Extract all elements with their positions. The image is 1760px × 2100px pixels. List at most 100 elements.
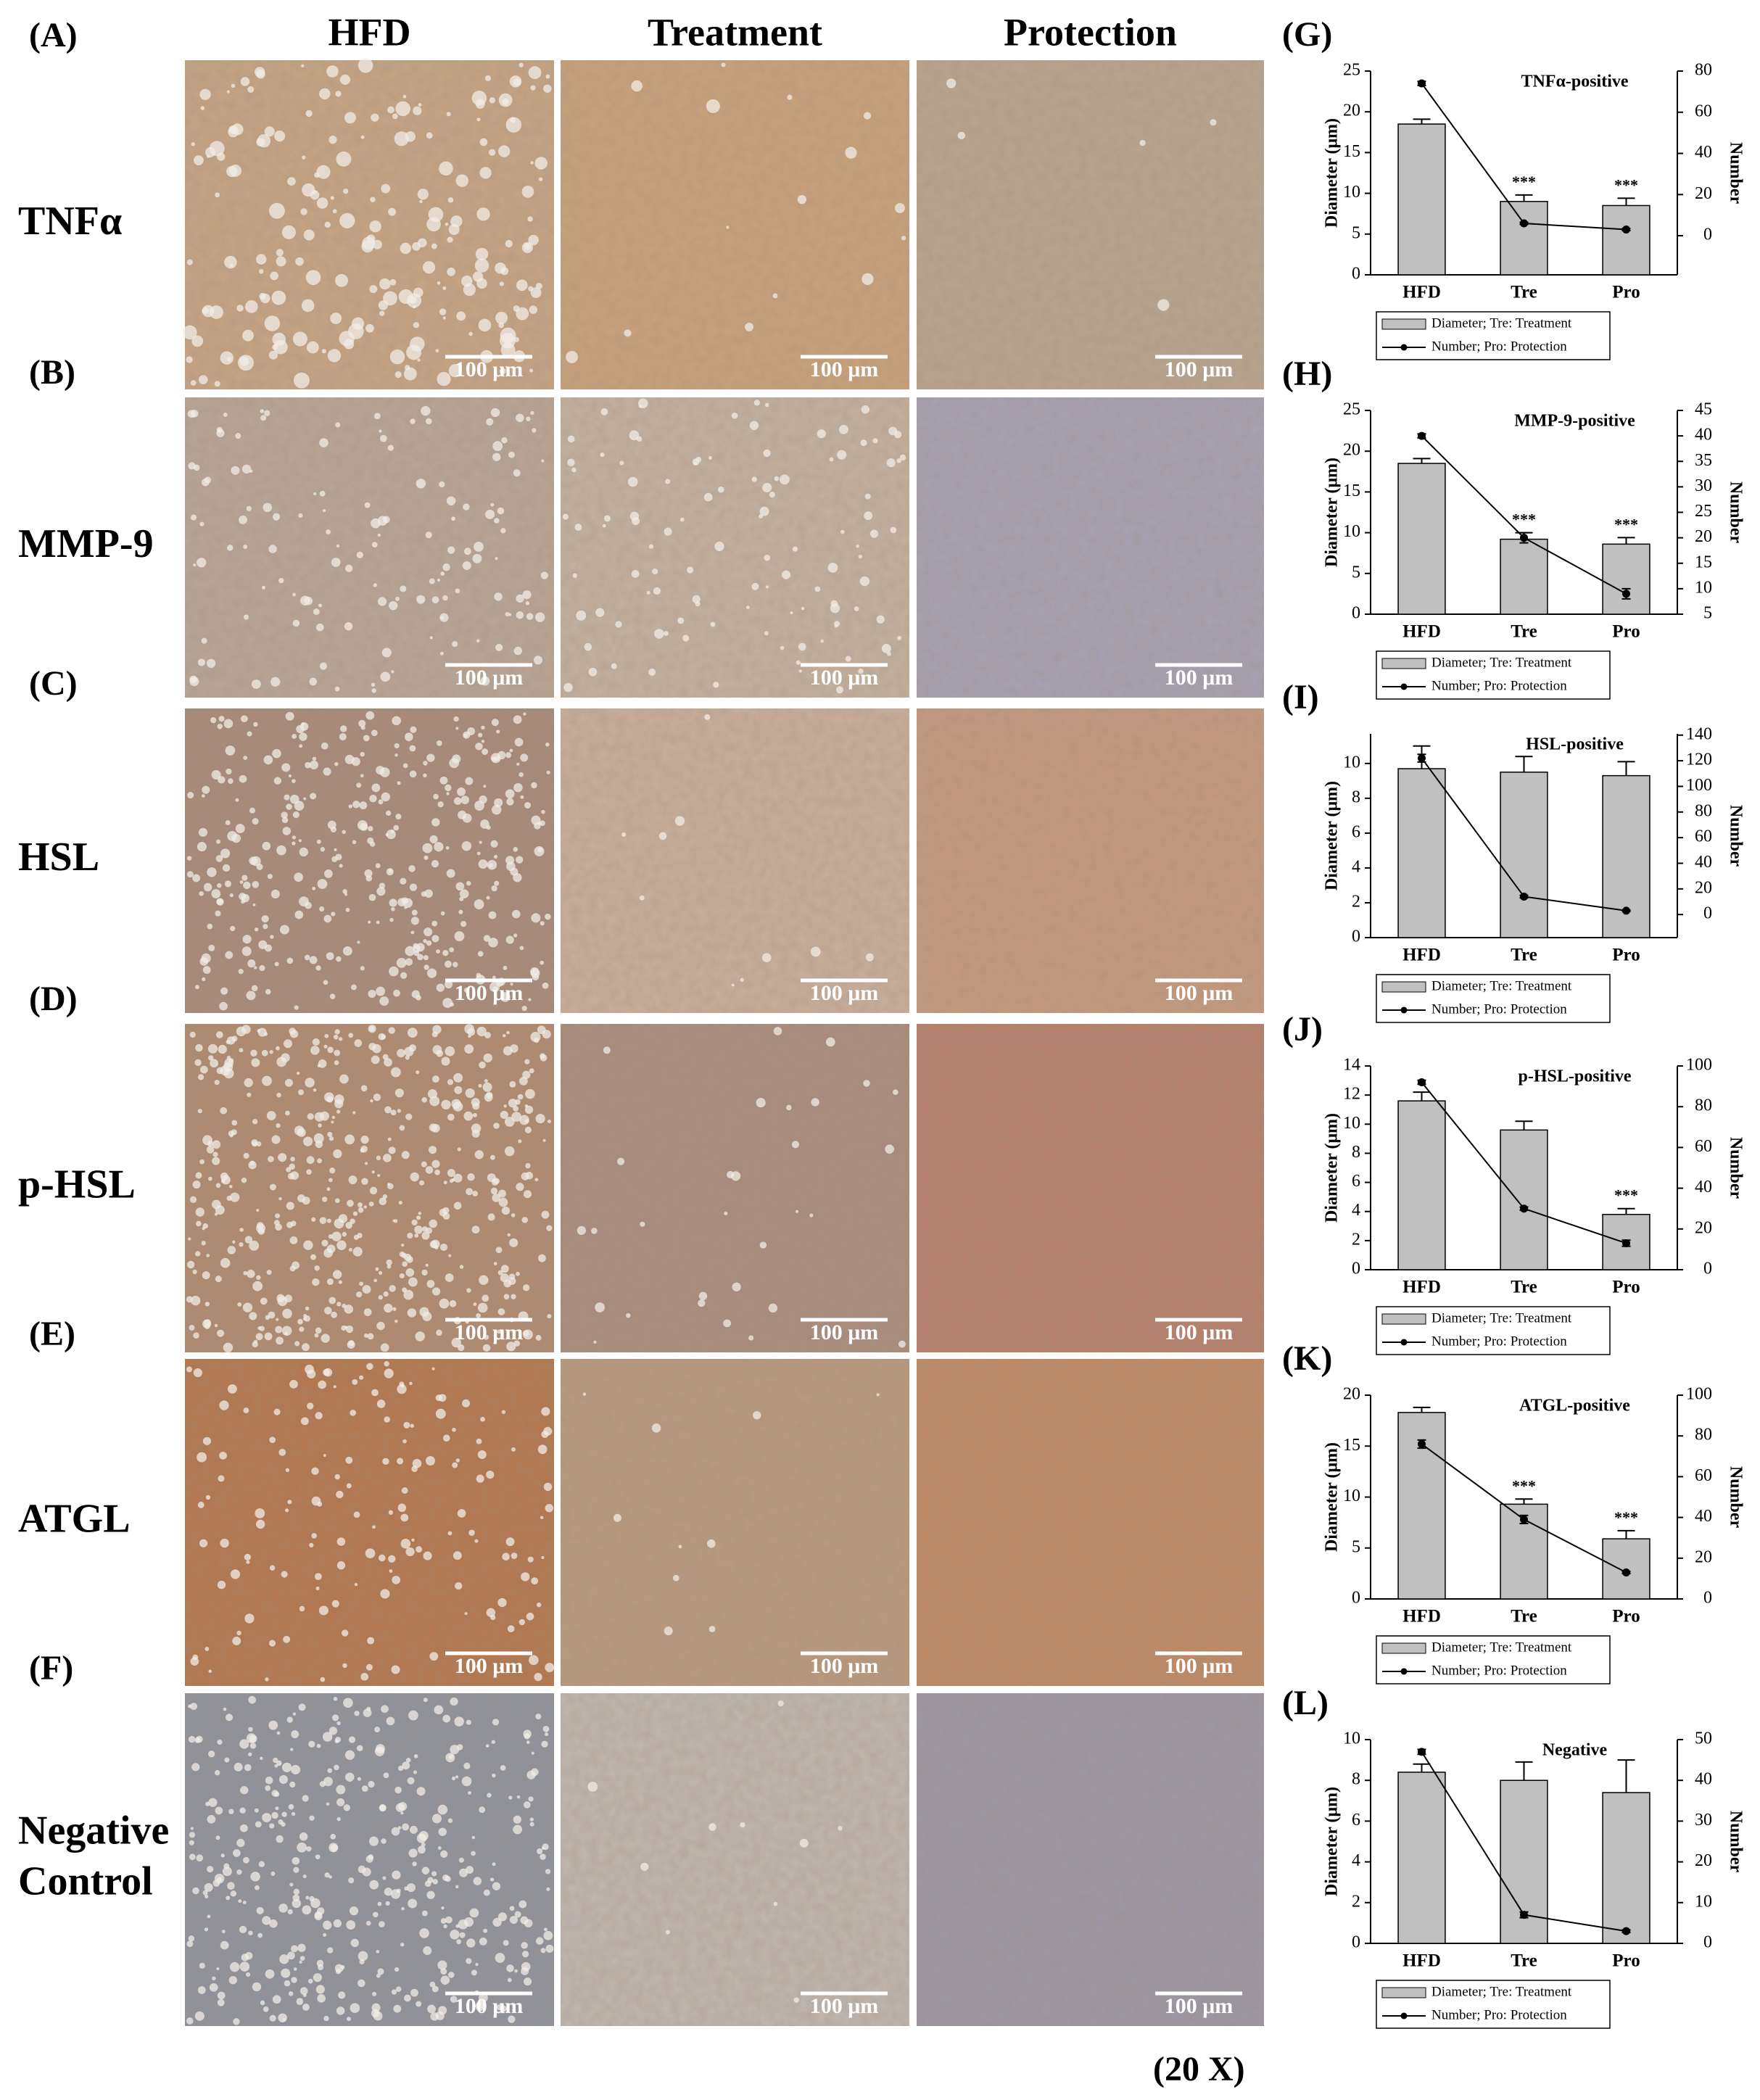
vacuole (408, 1898, 418, 1909)
vacuole (896, 458, 901, 463)
tissue-grain (561, 708, 909, 1013)
chart-title: TNFα-positive (1521, 73, 1628, 91)
vacuole (466, 1958, 472, 1964)
vacuole (202, 1436, 212, 1445)
vacuole (796, 660, 801, 665)
vacuole (300, 208, 307, 215)
vacuole (511, 1294, 516, 1299)
vacuole (334, 1029, 340, 1035)
vacuole (251, 679, 261, 689)
vacuole (244, 1553, 251, 1561)
vacuole (182, 325, 197, 340)
legend-label: Number; Pro: Protection (1431, 678, 1567, 693)
vacuole (402, 763, 408, 769)
vacuole (299, 1956, 305, 1961)
vacuole (405, 131, 416, 142)
vacuole (483, 935, 491, 942)
point (1622, 226, 1630, 234)
y-tick-label: 8 (1352, 788, 1360, 806)
vacuole (382, 1876, 387, 1880)
vacuole (239, 515, 247, 524)
vacuole (485, 1091, 493, 1099)
vacuole (191, 142, 195, 146)
vacuole (455, 1458, 460, 1463)
vacuole (591, 1228, 598, 1234)
y-tick-label: 5 (1352, 223, 1360, 242)
vacuole (365, 323, 374, 333)
vacuole (292, 1712, 297, 1716)
vacuole (331, 856, 338, 862)
vacuole (901, 236, 906, 241)
vacuole (228, 1808, 234, 1814)
vacuole (191, 1295, 201, 1306)
vacuole (281, 1968, 291, 1978)
bar (1397, 1772, 1446, 1944)
vacuole (459, 889, 469, 899)
vacuole (528, 1796, 534, 1802)
vacuole (322, 1732, 333, 1742)
vacuole (387, 1182, 391, 1186)
vacuole (455, 727, 459, 730)
vacuole (202, 1227, 205, 1231)
vacuole (241, 946, 252, 956)
legend-swatch (1400, 2012, 1408, 2020)
vacuole (329, 1167, 336, 1174)
vacuole (772, 293, 778, 299)
vacuole (326, 1187, 331, 1191)
vacuole (858, 668, 864, 674)
vacuole (331, 911, 336, 917)
vacuole (339, 74, 351, 86)
vacuole (698, 1291, 708, 1300)
vacuole (286, 803, 292, 810)
vacuole (217, 152, 226, 161)
vacuole (323, 2015, 329, 2022)
vacuole (415, 1331, 425, 1342)
vacuole (442, 1434, 450, 1442)
vacuole (197, 1452, 207, 1463)
vacuole (310, 1254, 316, 1260)
vacuole (381, 648, 392, 658)
vacuole (378, 1294, 383, 1300)
vacuole (277, 1296, 288, 1307)
vacuole (463, 1762, 471, 1769)
vacuole (429, 1219, 438, 1228)
vacuole (440, 1850, 448, 1859)
vacuole (275, 1326, 283, 1334)
vacuole (302, 1874, 307, 1879)
vacuole (292, 331, 308, 347)
vacuole (386, 1716, 395, 1726)
vacuole (543, 1927, 548, 1932)
vacuole (201, 794, 205, 798)
vacuole (541, 1210, 550, 1219)
vacuole (274, 1764, 278, 1768)
vacuole (445, 1273, 454, 1282)
vacuole (437, 281, 441, 285)
vacuole (263, 2006, 269, 2012)
vacuole (516, 762, 520, 766)
y2-tick-label: 45 (1695, 400, 1712, 419)
vacuole (342, 1663, 347, 1669)
vacuole (239, 1242, 244, 1247)
y-tick-label: 0 (1352, 1260, 1360, 1278)
vacuole (443, 1181, 447, 1185)
vacuole (425, 532, 432, 539)
vacuole (198, 827, 208, 837)
vacuole (317, 1158, 323, 1164)
vacuole (731, 412, 738, 419)
vacuole (418, 1212, 422, 1215)
vacuole (466, 880, 471, 886)
vacuole (424, 889, 433, 898)
vacuole (430, 2012, 439, 2021)
vacuole (248, 1930, 253, 1935)
error-bar (1413, 1091, 1431, 1101)
vacuole (248, 1752, 252, 1757)
vacuole (639, 895, 645, 901)
vacuole (894, 202, 905, 213)
vacuole (286, 1167, 292, 1173)
vacuole (255, 1885, 260, 1890)
vacuole (394, 743, 400, 749)
vacuole (421, 405, 431, 416)
vacuole (298, 1089, 305, 1096)
vacuole (279, 1954, 289, 1964)
row-label: HSL (18, 835, 99, 880)
